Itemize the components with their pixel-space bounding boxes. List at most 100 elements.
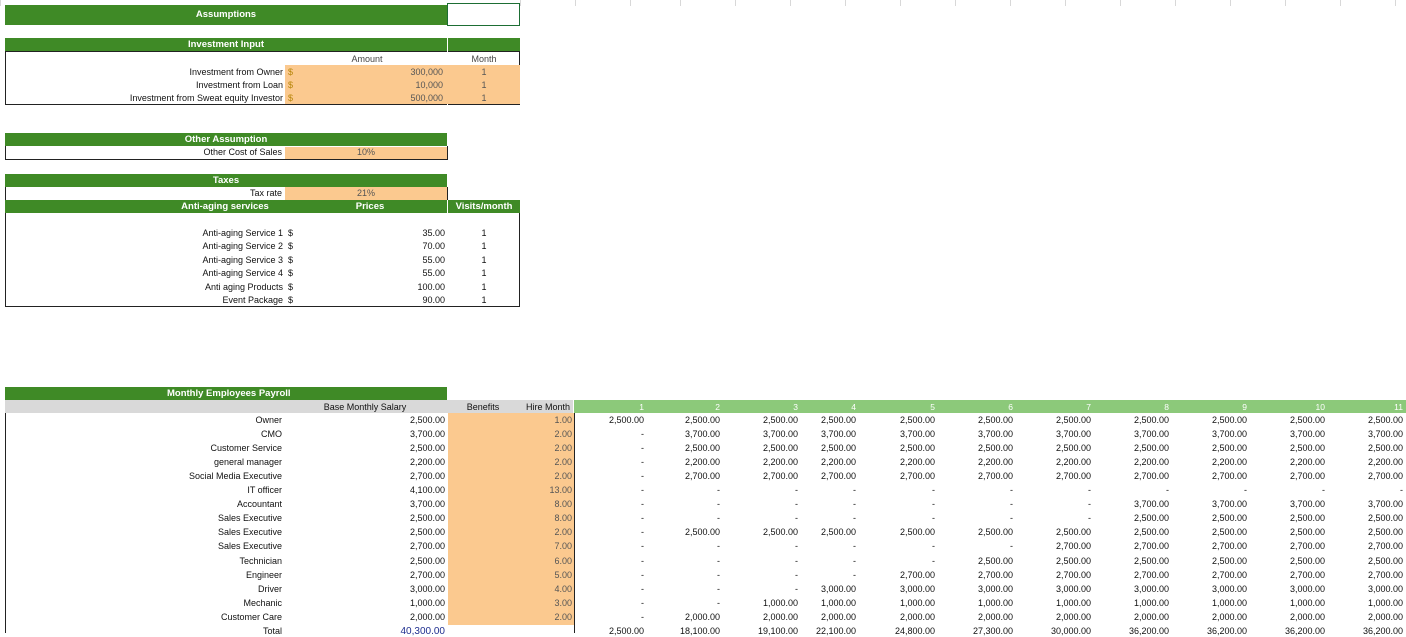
payroll-salary[interactable]: 2,700.00 — [409, 569, 445, 580]
other-cost-cell[interactable] — [285, 147, 447, 159]
payroll-hire-month[interactable]: 5.00 — [554, 569, 572, 580]
service-visits[interactable]: 1 — [481, 254, 487, 265]
payroll-month-value: - — [795, 499, 798, 510]
service-visits[interactable]: 1 — [481, 295, 487, 305]
payroll-role: Accountant — [236, 499, 282, 510]
payroll-month-value: 2,500.00 — [1211, 513, 1247, 524]
service-visits[interactable]: 1 — [481, 228, 487, 238]
service-price[interactable]: 90.00 — [422, 295, 445, 305]
payroll-month-value: 2,700.00 — [820, 471, 856, 482]
payroll-salary[interactable]: 2,200.00 — [409, 457, 445, 468]
payroll-hire-month[interactable]: 2.00 — [554, 443, 572, 454]
investment-month[interactable]: 1 — [481, 93, 487, 103]
payroll-month-value: - — [932, 555, 935, 566]
payroll-month-value: 2,000.00 — [684, 611, 720, 622]
payroll-month-value: 2,000.00 — [1211, 611, 1247, 622]
service-price[interactable]: 100.00 — [417, 281, 445, 292]
payroll-month-value: 2,200.00 — [1055, 457, 1091, 468]
payroll-month-value: 2,000.00 — [1367, 611, 1403, 622]
taxes-header: Taxes — [5, 174, 447, 187]
tax-rate-cell[interactable] — [285, 187, 447, 200]
payroll-salary[interactable]: 2,000.00 — [409, 611, 445, 622]
payroll-salary[interactable]: 1,000.00 — [409, 597, 445, 608]
payroll-hire-month[interactable]: 2.00 — [554, 611, 572, 622]
tax-rate-value[interactable]: 21% — [356, 188, 375, 198]
service-price[interactable]: 55.00 — [422, 268, 445, 279]
payroll-month-value: 2,500.00 — [1211, 443, 1247, 454]
payroll-hire-month[interactable]: 8.00 — [554, 513, 572, 524]
month-header: Month — [471, 54, 497, 64]
payroll-month-value: - — [641, 443, 644, 454]
investment-input-title: Investment Input — [187, 39, 264, 50]
payroll-salary[interactable]: 3,700.00 — [409, 429, 445, 440]
payroll-hire-month[interactable]: 1.00 — [554, 415, 572, 425]
payroll-total-month: 2,500.00 — [608, 625, 644, 636]
investment-amount[interactable]: 10,000 — [415, 80, 443, 90]
payroll-col-header-bar — [5, 400, 573, 413]
payroll-hire-month[interactable]: 8.00 — [554, 499, 572, 510]
payroll-month-value: - — [1010, 485, 1013, 496]
payroll-salary[interactable]: 2,500.00 — [409, 555, 445, 566]
currency-symbol: $ — [288, 93, 294, 103]
payroll-salary[interactable]: 2,500.00 — [409, 527, 445, 538]
investment-month[interactable]: 1 — [481, 67, 487, 77]
service-visits[interactable]: 1 — [481, 268, 487, 279]
payroll-month-value: - — [717, 513, 720, 524]
other-cost-value[interactable]: 10% — [356, 147, 375, 157]
service-visits[interactable]: 1 — [481, 281, 487, 292]
payroll-month-value: 1,000.00 — [899, 597, 935, 608]
payroll-hire-month[interactable]: 7.00 — [554, 541, 572, 552]
payroll-month-value: - — [932, 485, 935, 496]
payroll-salary[interactable]: 2,500.00 — [409, 513, 445, 524]
payroll-hire-month[interactable]: 2.00 — [554, 457, 572, 468]
payroll-col-hire: Hire Month — [525, 402, 570, 412]
payroll-month-value: 2,500.00 — [1367, 443, 1403, 454]
investment-month[interactable]: 1 — [481, 80, 487, 90]
service-price[interactable]: 70.00 — [422, 241, 445, 252]
payroll-hire-month[interactable]: 2.00 — [554, 429, 572, 440]
investment-input-cells[interactable] — [285, 65, 520, 104]
payroll-month-value: 2,200.00 — [977, 457, 1013, 468]
payroll-month-value: 2,500.00 — [1289, 443, 1325, 454]
selected-cell[interactable] — [447, 3, 520, 26]
payroll-month-value: 2,200.00 — [1211, 457, 1247, 468]
payroll-month-value: - — [717, 569, 720, 580]
service-price[interactable]: 55.00 — [422, 254, 445, 265]
investment-amount[interactable]: 300,000 — [410, 67, 443, 77]
payroll-salary[interactable]: 2,700.00 — [409, 471, 445, 482]
payroll-month-value: 2,200.00 — [1133, 457, 1169, 468]
payroll-role: Sales Executive — [217, 527, 282, 538]
payroll-hire-month[interactable]: 13.00 — [549, 485, 572, 496]
payroll-salary[interactable]: 2,700.00 — [409, 541, 445, 552]
benefits-hire-cells[interactable] — [448, 413, 574, 625]
payroll-salary[interactable]: 3,000.00 — [409, 583, 445, 594]
service-price[interactable]: 35.00 — [422, 228, 445, 238]
payroll-month-value: 2,500.00 — [977, 443, 1013, 454]
payroll-month-value: 2,500.00 — [1289, 527, 1325, 538]
payroll-month-value: - — [1244, 485, 1247, 496]
payroll-month-value: - — [641, 471, 644, 482]
payroll-hire-month[interactable]: 2.00 — [554, 527, 572, 538]
payroll-month-value: - — [641, 569, 644, 580]
payroll-hire-month[interactable]: 6.00 — [554, 555, 572, 566]
service-visits[interactable]: 1 — [481, 241, 487, 252]
payroll-hire-month[interactable]: 2.00 — [554, 471, 572, 482]
payroll-hire-month[interactable]: 4.00 — [554, 583, 572, 594]
payroll-role: Sales Executive — [217, 541, 282, 552]
gridline — [845, 0, 846, 6]
payroll-month-value: 2,200.00 — [820, 457, 856, 468]
payroll-salary[interactable]: 2,500.00 — [409, 443, 445, 454]
payroll-salary[interactable]: 3,700.00 — [409, 499, 445, 510]
investment-amount[interactable]: 500,000 — [410, 93, 443, 103]
payroll-salary[interactable]: 4,100.00 — [409, 485, 445, 496]
payroll-month-value: - — [853, 541, 856, 552]
currency-symbol: $ — [288, 241, 294, 252]
month-header: 1 — [639, 402, 644, 412]
payroll-hire-month[interactable]: 3.00 — [554, 597, 572, 608]
currency-symbol: $ — [288, 80, 294, 90]
payroll-salary[interactable]: 2,500.00 — [409, 415, 445, 425]
currency-symbol: $ — [288, 254, 294, 265]
payroll-month-value: - — [641, 485, 644, 496]
payroll-month-value: - — [795, 513, 798, 524]
payroll-month-value: 2,000.00 — [1289, 611, 1325, 622]
